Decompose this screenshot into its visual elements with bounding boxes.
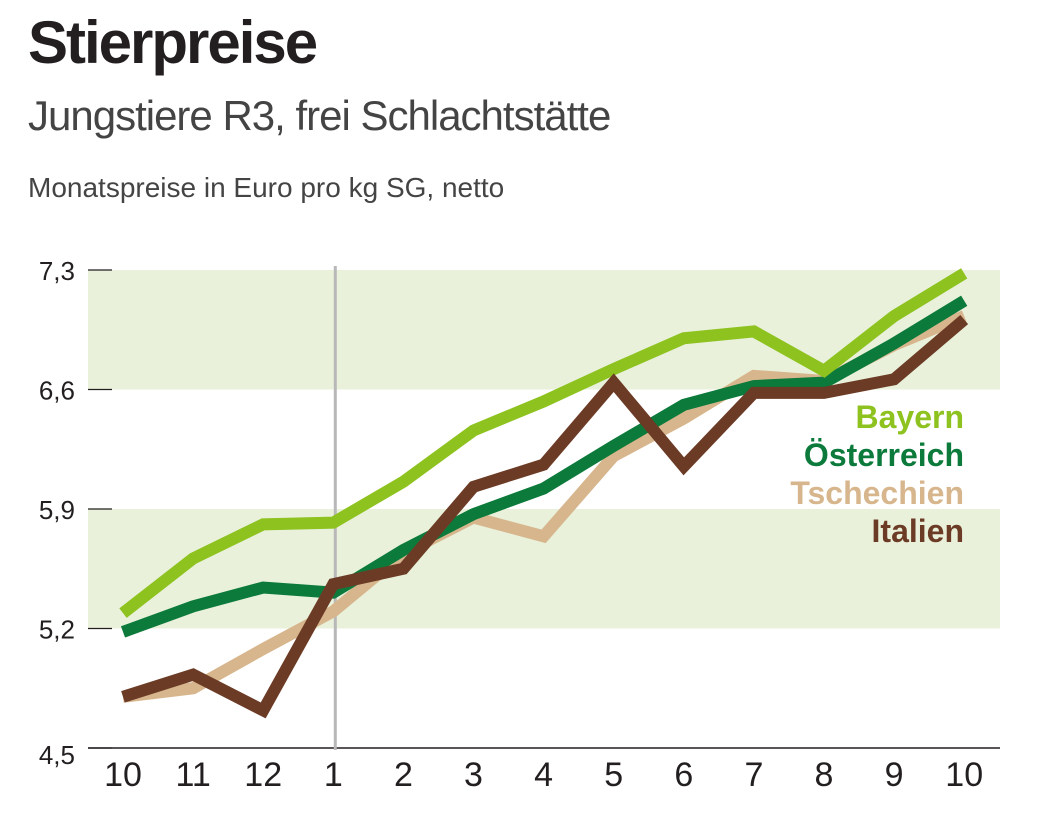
x-tick-label: 3 — [464, 756, 483, 794]
x-tick-label: 4 — [534, 756, 553, 794]
x-tick-label: 11 — [175, 756, 210, 794]
x-tick-label: 10 — [945, 756, 983, 794]
y-tick-label: 7,3 — [39, 256, 75, 286]
series-line-italien — [121, 314, 969, 719]
x-tick-label: 2 — [394, 756, 413, 794]
grid-band — [88, 270, 1000, 390]
legend-entry: Österreich — [804, 437, 964, 473]
x-tick-label: 7 — [744, 756, 763, 794]
x-tick-label: 9 — [885, 756, 904, 794]
chart-subtitle: Jungstiere R3, frei Schlachtstätte — [28, 92, 611, 139]
chart-title: Stierpreise — [28, 9, 318, 76]
x-tick-label: 6 — [674, 756, 693, 794]
legend-entry: Bayern — [856, 399, 965, 435]
x-tick-label: 1 — [324, 756, 343, 794]
y-tick-label: 6,6 — [39, 376, 75, 406]
x-tick-label: 8 — [815, 756, 834, 794]
series-line-österreich — [120, 295, 968, 638]
x-tick-label: 10 — [104, 756, 142, 794]
x-tick-label: 12 — [244, 756, 282, 794]
series-line-bayern — [119, 268, 968, 618]
legend-entry: Italien — [872, 513, 964, 549]
y-axis-label: Monatspreise in Euro pro kg SG, netto — [28, 172, 505, 203]
y-tick-label: 5,9 — [39, 495, 75, 525]
x-tick-label: 5 — [604, 756, 623, 794]
y-tick-label: 4,5 — [39, 740, 75, 770]
y-tick-label: 5,2 — [39, 615, 75, 645]
legend-entry: Tschechien — [790, 475, 964, 511]
